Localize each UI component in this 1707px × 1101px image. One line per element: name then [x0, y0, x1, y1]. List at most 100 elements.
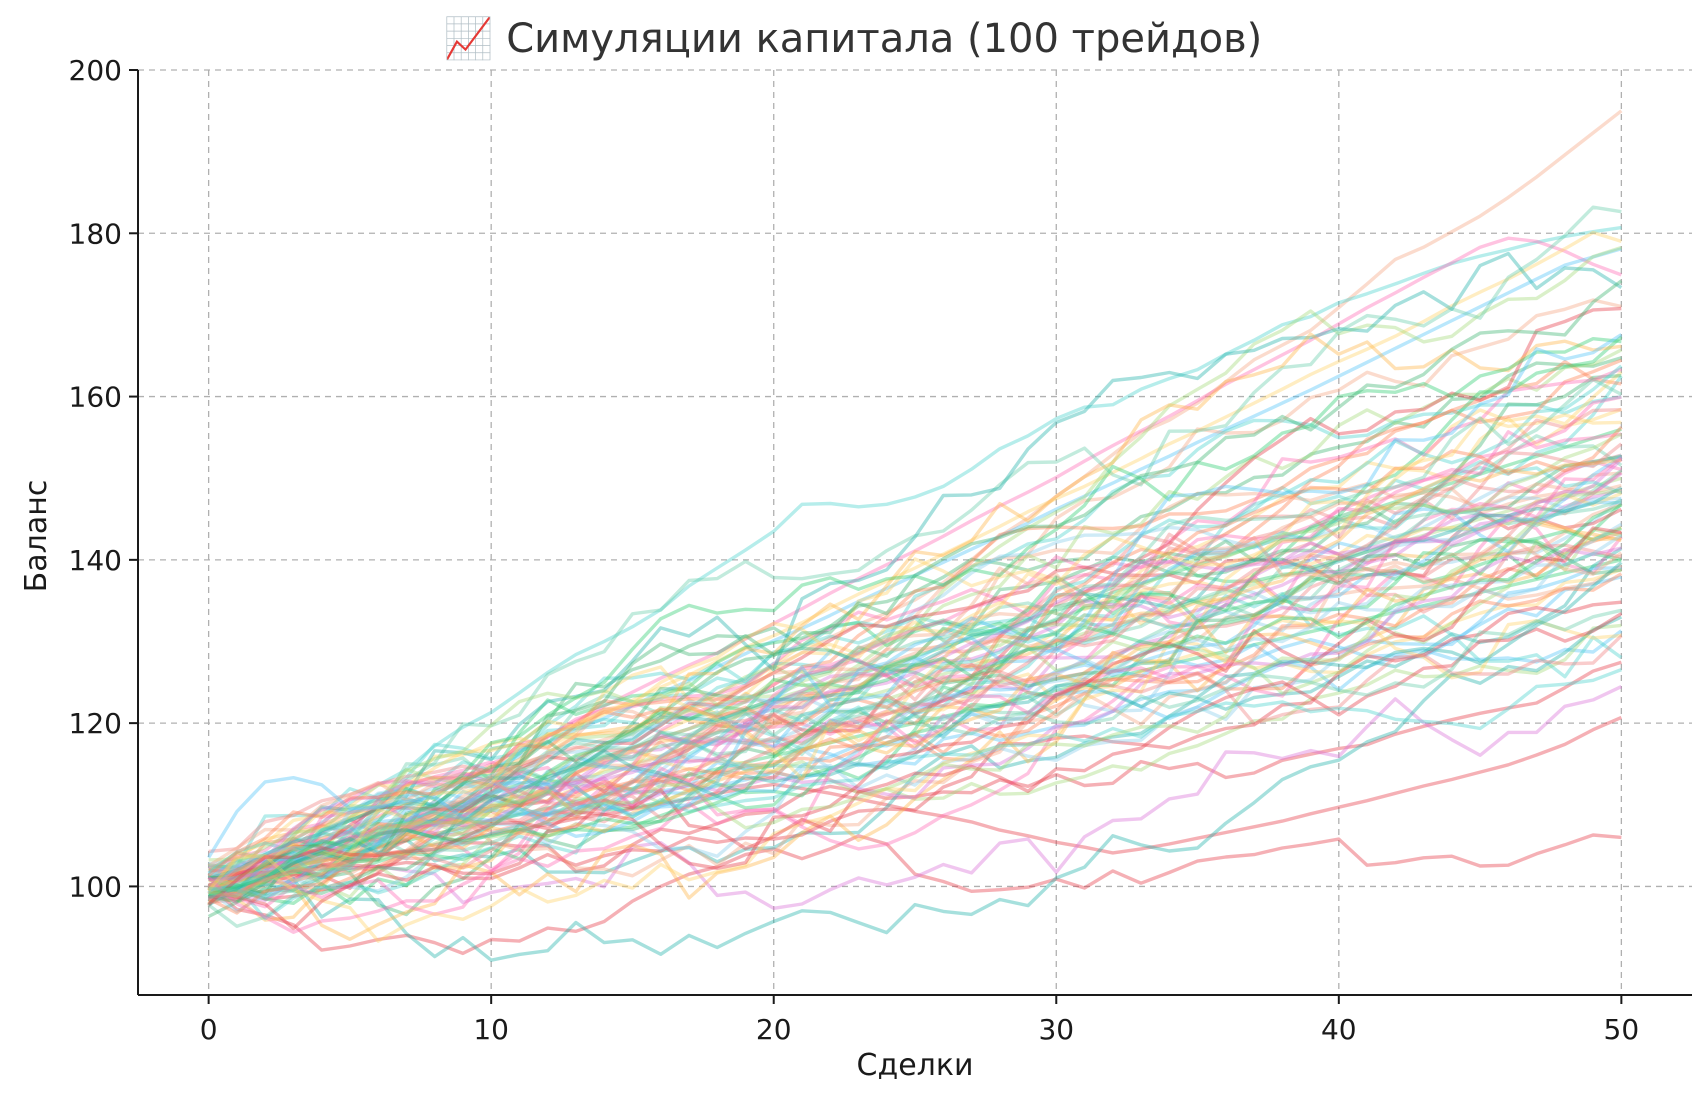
series-line-99: [208, 377, 1623, 898]
series-line-81: [208, 432, 1623, 887]
series-line-46: [208, 566, 1622, 876]
series-line-74: [207, 482, 1622, 868]
series-line-7: [208, 427, 1622, 889]
series-line-59: [207, 459, 1623, 875]
series-line-19: [207, 434, 1623, 880]
series-line-12: [208, 459, 1622, 894]
series-line-32: [208, 552, 1622, 904]
series-line-26: [207, 471, 1622, 889]
series-line-63: [208, 306, 1622, 882]
series-line-15: [208, 660, 1622, 901]
grid: [138, 69, 1692, 995]
series-line-64: [207, 335, 1623, 905]
series-line-18: [208, 453, 1622, 898]
series-line-97: [208, 488, 1622, 898]
series-line-95: [207, 526, 1622, 906]
series-line-62: [208, 500, 1622, 899]
series-line-86: [208, 471, 1623, 882]
series-line-77: [208, 618, 1622, 943]
y-tick-label: 160: [69, 381, 122, 414]
series-line-4: [208, 247, 1622, 888]
series-line-9: [208, 476, 1622, 889]
series-line-78: [208, 455, 1623, 897]
series-line-75: [208, 364, 1623, 921]
series-line-48: [208, 526, 1623, 890]
series-line-93: [207, 413, 1622, 892]
series-line-56: [208, 358, 1623, 888]
series-line-0: [208, 109, 1623, 889]
chart-title: 📈 Симуляции капитала (100 трейдов): [444, 15, 1263, 62]
series-line-36: [208, 514, 1622, 922]
series-line-34: [208, 470, 1623, 854]
series-line-13: [208, 407, 1622, 873]
series-line-40: [207, 530, 1622, 895]
series-line-71: [207, 536, 1622, 898]
series-line-66: [208, 442, 1623, 905]
series-line-16: [208, 502, 1623, 874]
series-line-22: [208, 488, 1622, 874]
series-line-65: [207, 527, 1622, 891]
series-line-11: [207, 375, 1623, 888]
series-line-17: [208, 623, 1622, 889]
y-tick-label: 200: [69, 54, 122, 87]
x-tick-label: 10: [473, 1013, 509, 1046]
series-line-89: [208, 561, 1623, 900]
series-line-5: [208, 715, 1623, 889]
series-line-27: [208, 395, 1622, 869]
series-line-25: [208, 547, 1623, 895]
series-line-41: [208, 615, 1623, 962]
series-line-92: [207, 456, 1623, 934]
series-line-51: [207, 469, 1623, 928]
series-line-43: [208, 591, 1623, 888]
x-tick-label: 20: [756, 1013, 792, 1046]
series-line-35: [208, 205, 1622, 872]
series-line-94: [207, 333, 1623, 859]
series-line-69: [207, 522, 1623, 914]
y-tick-label: 100: [69, 870, 122, 903]
series-line-82: [207, 634, 1623, 899]
series-line-1: [207, 225, 1622, 888]
series-line-83: [208, 608, 1622, 898]
x-tick-label: 50: [1604, 1013, 1640, 1046]
series-line-30: [207, 575, 1622, 903]
y-tick-label: 180: [69, 217, 122, 250]
x-axis-label: Сделки: [857, 1048, 974, 1083]
series-line-37: [208, 453, 1622, 898]
series-line-8: [208, 558, 1622, 889]
series-line-28: [207, 513, 1623, 891]
series-line-3: [207, 230, 1622, 888]
series-line-54: [207, 458, 1623, 888]
series-line-58: [207, 563, 1623, 895]
series-line-38: [208, 685, 1623, 910]
series-line-29: [207, 370, 1623, 906]
series-line-50: [208, 543, 1622, 879]
x-tick-label: 0: [200, 1013, 218, 1046]
series-line-24: [208, 360, 1622, 896]
series-line-96: [208, 503, 1623, 897]
series-line-53: [208, 495, 1622, 882]
series-line-42: [208, 502, 1622, 879]
series-line-10: [208, 298, 1622, 898]
series-line-76: [208, 395, 1622, 916]
axes: [137, 70, 1692, 996]
series-line-6: [207, 833, 1622, 956]
series-line-57: [207, 251, 1623, 907]
series-line-87: [208, 279, 1623, 904]
x-tick-label: 40: [1321, 1013, 1357, 1046]
series-line-85: [207, 533, 1623, 895]
series-line-52: [208, 519, 1622, 941]
series-line-88: [207, 426, 1623, 877]
series-line-90: [207, 534, 1623, 892]
series-line-84: [207, 458, 1622, 894]
series-line-45: [208, 568, 1622, 895]
series-line-23: [208, 356, 1622, 899]
series-line-47: [208, 600, 1622, 881]
series-line-72: [207, 572, 1623, 915]
series-line-14: [208, 629, 1623, 879]
series-line-31: [207, 507, 1623, 908]
y-tick-label: 140: [69, 544, 122, 577]
series-line-39: [207, 454, 1622, 917]
ticks: 0 10 20 30 40 50 100 120 140 160 180 200: [69, 54, 1640, 1046]
series-line-98: [208, 408, 1622, 900]
